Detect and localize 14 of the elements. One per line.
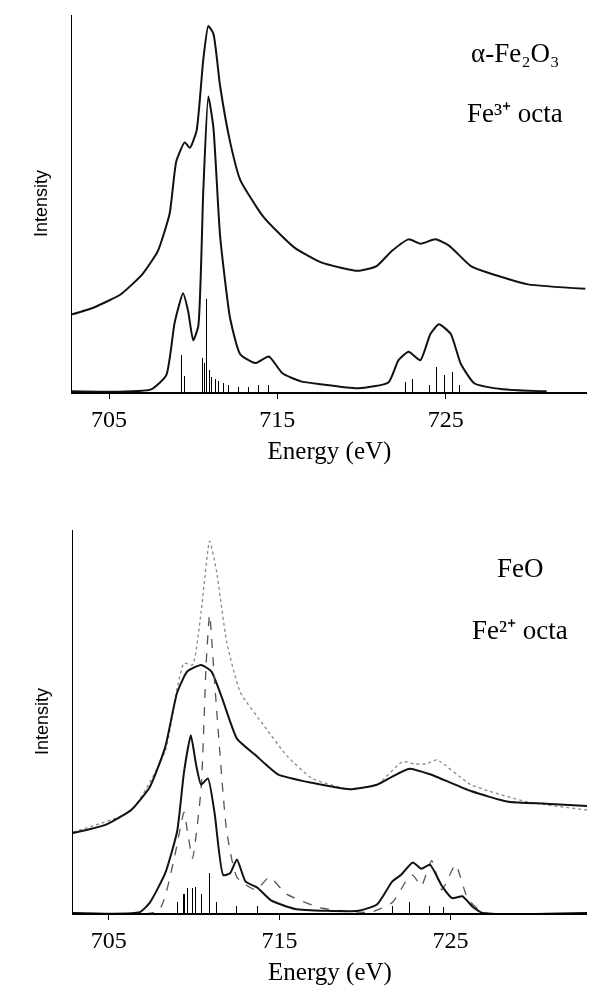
x-tick-label: 725 [427, 406, 464, 433]
annotation: FeO [497, 553, 544, 583]
y-axis-title: Intensity [31, 687, 52, 756]
annotation: Fe²⁺ octa [472, 615, 568, 645]
x-axis-title: Energy (eV) [267, 437, 392, 466]
annotation: α-Fe₂O₃ [471, 38, 560, 68]
y-axis-title: Intensity [30, 169, 51, 238]
x-axis-title: Energy (eV) [268, 958, 392, 987]
x-tick-label: 715 [259, 406, 296, 433]
annotation: Fe³⁺ octa [467, 98, 563, 128]
x-tick-label: 715 [261, 927, 298, 954]
x-tick-label: 725 [432, 927, 469, 954]
x-tick-label: 705 [91, 406, 128, 433]
x-tick-label: 705 [90, 927, 127, 954]
